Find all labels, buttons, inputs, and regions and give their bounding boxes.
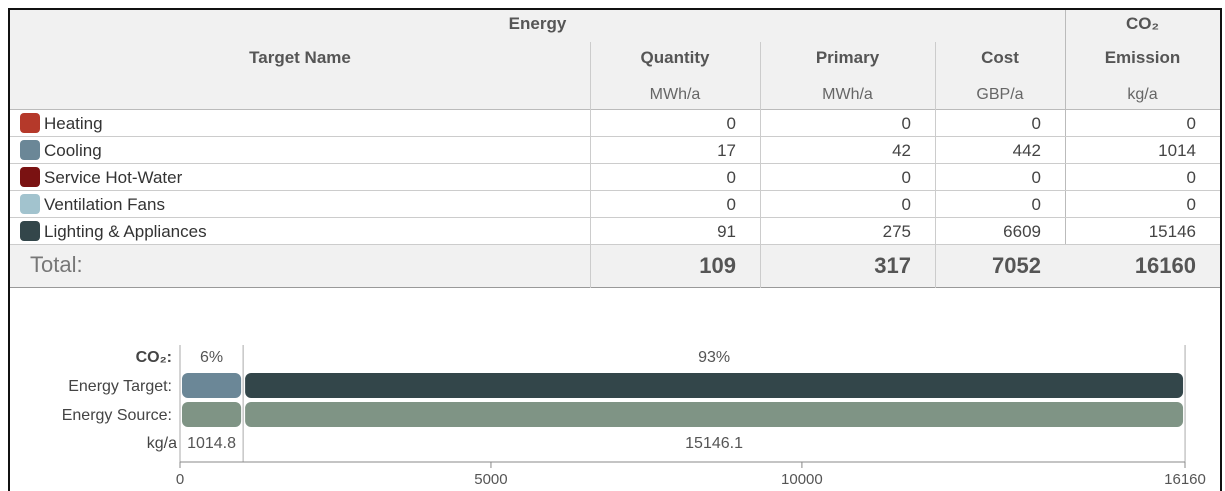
column-header: Quantity bbox=[640, 48, 710, 67]
category-label: Energy Target: bbox=[68, 378, 172, 395]
cell: 0 bbox=[901, 168, 911, 187]
total-cell: 7052 bbox=[992, 253, 1041, 278]
column-header: Primary bbox=[815, 48, 880, 67]
total-cell: 317 bbox=[874, 253, 911, 278]
column-divider bbox=[590, 42, 591, 288]
swatch bbox=[20, 140, 40, 160]
cell: 275 bbox=[882, 222, 911, 241]
column-header: Emission bbox=[1104, 48, 1181, 67]
target-name: Lighting & Appliances bbox=[44, 222, 207, 241]
row bbox=[10, 110, 1220, 137]
unit: GBP/a bbox=[976, 86, 1024, 103]
share-label: 93% bbox=[698, 349, 730, 366]
cell: 17 bbox=[717, 141, 736, 160]
cell: 6609 bbox=[1003, 222, 1041, 241]
row bbox=[10, 218, 1220, 245]
cell: 0 bbox=[726, 195, 736, 214]
target-name: Ventilation Fans bbox=[44, 195, 165, 214]
cell: 42 bbox=[892, 141, 911, 160]
cell: 0 bbox=[726, 168, 736, 187]
x-tick-label: 0 bbox=[176, 471, 184, 488]
cell: 0 bbox=[1186, 195, 1196, 214]
unit-label: kg/a bbox=[147, 435, 177, 452]
group-header: Energy bbox=[508, 14, 567, 33]
cell: 0 bbox=[1031, 114, 1041, 133]
column-header: Cost bbox=[981, 48, 1019, 67]
segment-value: 1014.8 bbox=[187, 435, 236, 452]
x-tick-label: 10000 bbox=[781, 471, 823, 488]
target-name: Service Hot-Water bbox=[44, 168, 183, 187]
column-header: Target Name bbox=[249, 48, 351, 67]
column-divider bbox=[590, 245, 591, 288]
target-name: Heating bbox=[44, 114, 103, 133]
cell: 91 bbox=[717, 222, 736, 241]
header-bg bbox=[10, 10, 1220, 110]
bar-segment bbox=[245, 402, 1184, 427]
swatch bbox=[20, 194, 40, 214]
column-divider bbox=[760, 42, 761, 288]
frame bbox=[8, 8, 1222, 491]
cell: 442 bbox=[1012, 141, 1041, 160]
unit: kg/a bbox=[1127, 86, 1158, 103]
cell: 0 bbox=[1186, 114, 1196, 133]
cell: 0 bbox=[901, 114, 911, 133]
x-tick-label: 5000 bbox=[474, 471, 507, 488]
target-name: Cooling bbox=[44, 141, 102, 160]
unit: MWh/a bbox=[822, 86, 873, 103]
category-label: Energy Source: bbox=[62, 407, 172, 424]
swatch bbox=[20, 221, 40, 241]
total-bg bbox=[10, 245, 1220, 288]
segment-value: 15146.1 bbox=[685, 435, 743, 452]
share-label: 6% bbox=[200, 349, 223, 366]
unit: MWh/a bbox=[649, 86, 701, 103]
cell: 0 bbox=[1031, 168, 1041, 187]
cell: 0 bbox=[726, 114, 736, 133]
cell: 0 bbox=[1186, 168, 1196, 187]
column-divider bbox=[935, 245, 936, 288]
row bbox=[10, 164, 1220, 191]
bar-segment bbox=[182, 402, 242, 427]
total-cell: 16160 bbox=[1134, 253, 1196, 278]
chart-title: CO₂: bbox=[136, 349, 172, 366]
total-cell: 109 bbox=[699, 253, 736, 278]
group-header: CO₂ bbox=[1125, 14, 1160, 33]
cell: 0 bbox=[1031, 195, 1041, 214]
cell: 0 bbox=[901, 195, 911, 214]
bar-segment bbox=[245, 373, 1184, 398]
row bbox=[10, 191, 1220, 218]
cell: 1014 bbox=[1158, 141, 1196, 160]
column-divider bbox=[760, 245, 761, 288]
row bbox=[10, 137, 1220, 164]
bar-segment bbox=[182, 373, 242, 398]
cell: 15146 bbox=[1148, 222, 1196, 241]
swatch bbox=[20, 113, 40, 133]
column-divider bbox=[935, 42, 936, 288]
swatch bbox=[20, 167, 40, 187]
x-tick-label: 16160 bbox=[1164, 471, 1206, 488]
total-label: Total: bbox=[30, 252, 83, 277]
group-divider bbox=[1065, 10, 1066, 288]
